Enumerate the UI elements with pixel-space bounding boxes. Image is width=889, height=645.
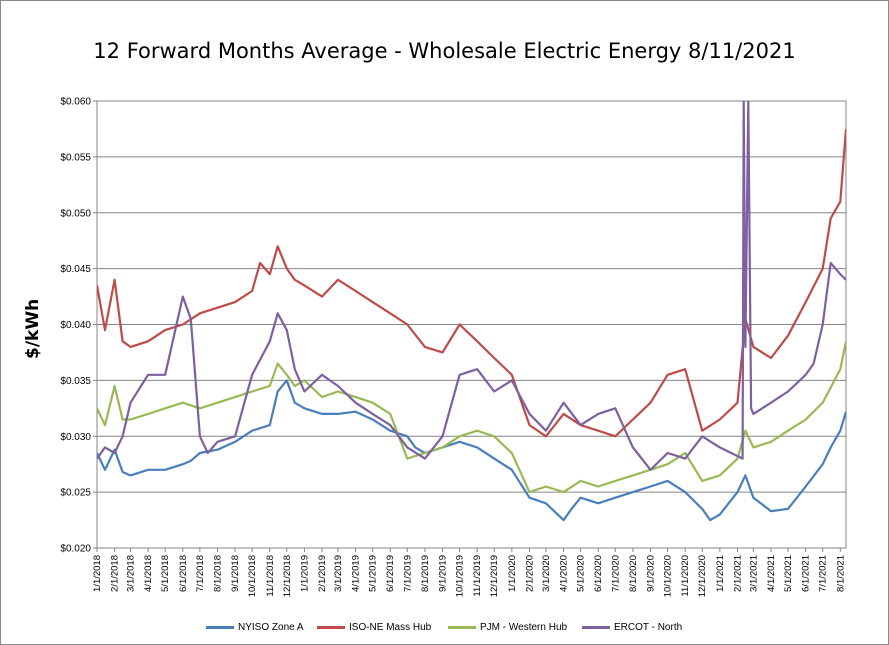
- x-tick-label: 9/1/2018: [230, 555, 241, 592]
- legend-label: ERCOT - North: [614, 621, 683, 633]
- x-tick-label: 4/1/2018: [143, 555, 154, 592]
- x-tick-label: 1/1/2019: [299, 555, 310, 592]
- legend-label: ISO-NE Mass Hub: [349, 621, 432, 633]
- series-line-iso-ne-mass-hub: [97, 128, 846, 438]
- x-tick-label: 3/1/2021: [748, 555, 759, 592]
- legend-label: PJM - Western Hub: [480, 621, 568, 633]
- x-tick-label: 7/1/2020: [610, 555, 621, 592]
- x-tick-label: 12/1/2018: [282, 555, 293, 597]
- series-line-nyiso-zone-a: [97, 379, 846, 522]
- x-tick-label: 8/1/2020: [628, 555, 639, 592]
- x-tick-label: 5/1/2019: [368, 555, 379, 592]
- legend-label: NYISO Zone A: [238, 621, 304, 633]
- x-tick-label: 10/1/2020: [663, 555, 674, 597]
- x-tick-label: 9/1/2020: [646, 555, 657, 592]
- series-line-ercot-north: [97, 101, 846, 471]
- legend-swatch: [317, 625, 345, 629]
- legend-item-ercot-north: ERCOT - North: [582, 618, 682, 636]
- x-tick-label: 3/1/2020: [541, 555, 552, 592]
- legend-swatch: [582, 625, 610, 629]
- legend-item-pjm-western-hub: PJM - Western Hub: [448, 618, 567, 636]
- y-tick-label: $0.045: [60, 264, 91, 275]
- series-line-pjm-western-hub: [97, 341, 846, 494]
- x-tick-label: 11/1/2018: [265, 555, 276, 597]
- x-tick-label: 3/1/2018: [126, 555, 137, 592]
- x-tick-label: 12/1/2020: [697, 555, 708, 597]
- x-tick-label: 5/1/2018: [160, 555, 171, 592]
- x-tick-label: 7/1/2021: [818, 555, 829, 592]
- chart-title: 12 Forward Months Average - Wholesale El…: [93, 39, 796, 63]
- y-tick-label: $0.055: [60, 152, 91, 163]
- x-tick-label: 2/1/2019: [317, 555, 328, 592]
- x-tick-label: 4/1/2021: [766, 555, 777, 592]
- x-tick-label: 1/1/2018: [92, 555, 103, 592]
- legend-swatch: [206, 625, 234, 629]
- x-tick-label: 1/1/2021: [715, 555, 726, 592]
- x-tick-label: 10/1/2018: [247, 555, 258, 597]
- x-tick-label: 6/1/2019: [385, 555, 396, 592]
- x-tick-label: 7/1/2019: [402, 555, 413, 592]
- x-tick-label: 4/1/2019: [351, 555, 362, 592]
- x-tick-label: 8/1/2019: [420, 555, 431, 592]
- x-tick-label: 8/1/2021: [835, 555, 846, 592]
- y-tick-label: $0.035: [60, 376, 91, 387]
- y-tick-label: $0.050: [60, 208, 91, 219]
- x-tick-label: 6/1/2018: [178, 555, 189, 592]
- x-tick-label: 10/1/2019: [455, 555, 466, 597]
- x-tick-label: 7/1/2018: [195, 555, 206, 592]
- x-tick-label: 11/1/2019: [472, 555, 483, 597]
- x-tick-label: 8/1/2018: [212, 555, 223, 592]
- x-tick-label: 2/1/2018: [110, 555, 121, 592]
- legend-item-nyiso-zone-a: NYISO Zone A: [206, 618, 304, 636]
- x-tick-label: 3/1/2019: [333, 555, 344, 592]
- x-tick-label: 6/1/2021: [801, 555, 812, 592]
- legend-item-iso-ne-mass-hub: ISO-NE Mass Hub: [317, 618, 431, 636]
- x-tick-label: 11/1/2020: [680, 555, 691, 597]
- y-tick-label: $0.060: [60, 97, 91, 108]
- legend-swatch: [448, 625, 476, 629]
- x-tick-label: 4/1/2020: [559, 555, 570, 592]
- legend: NYISO Zone A ISO-NE Mass Hub PJM - Western…: [1, 618, 888, 636]
- x-tick-label: 12/1/2019: [489, 555, 500, 597]
- x-tick-label: 9/1/2019: [438, 555, 449, 592]
- x-tick-label: 1/1/2020: [507, 555, 518, 592]
- y-tick-label: $0.030: [60, 432, 91, 443]
- x-tick-label: 2/1/2020: [524, 555, 535, 592]
- x-tick-label: 5/1/2021: [783, 555, 794, 592]
- y-tick-label: $0.020: [60, 544, 91, 555]
- y-tick-label: $0.025: [60, 488, 91, 499]
- x-tick-label: 2/1/2021: [732, 555, 743, 592]
- x-tick-label: 6/1/2020: [593, 555, 604, 592]
- x-tick-label: 5/1/2020: [576, 555, 587, 592]
- y-tick-label: $0.040: [60, 320, 91, 331]
